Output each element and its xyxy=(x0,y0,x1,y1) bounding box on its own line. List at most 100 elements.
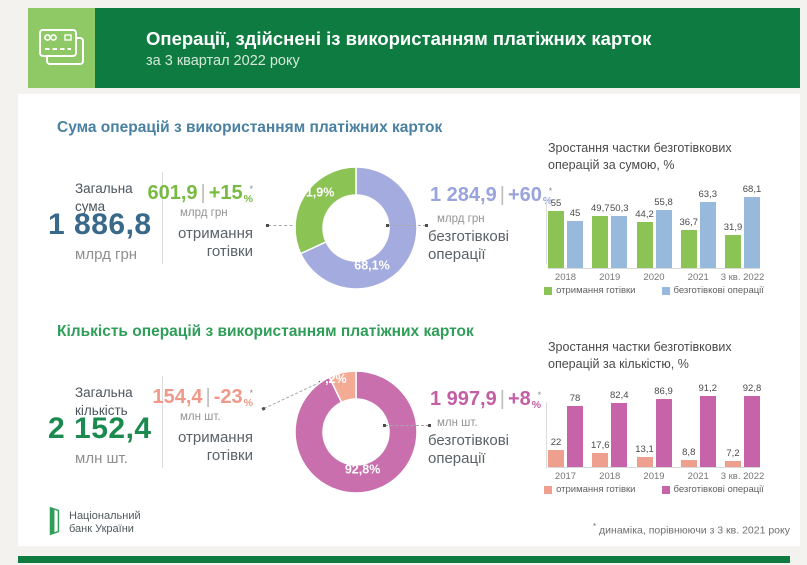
bar xyxy=(680,460,697,467)
x-axis-label: 3 кв. 2022 xyxy=(720,471,765,482)
bar xyxy=(636,222,653,268)
donut-chart-sum: 68,1% 31,9% xyxy=(294,166,418,290)
x-axis-label: 2021 xyxy=(687,471,709,482)
chart-plot: 22 78 2017 17,6 82,4 2018 13,1 86,9 2019 8,8 91,2 2… xyxy=(548,383,764,482)
percent-sign: % xyxy=(243,397,253,409)
count-cashless-value: 1 997,9 xyxy=(430,388,497,410)
count-total-unit: млн шт. xyxy=(75,450,128,467)
bar-value-label: 50,3 xyxy=(610,203,629,214)
bar-value-label: 7,2 xyxy=(726,448,740,459)
sum-cash-delta: +15 xyxy=(208,182,243,204)
bar-value-label: 8,8 xyxy=(682,447,696,458)
count-cashless-unit: млн шт. xyxy=(437,417,478,429)
bar-group: 36,7 63,3 2021 xyxy=(680,184,718,283)
count-cashless-stat: 1 997,9 | +8 *% xyxy=(430,388,541,411)
bar-value-label: 82,4 xyxy=(610,390,629,401)
bar-wrap: 55 xyxy=(548,184,564,268)
x-axis-label: 2019 xyxy=(643,471,665,482)
legend-label: безготівкові операції xyxy=(673,484,764,495)
footnote-text: динаміка, порівнюючи з 3 кв. 2021 року xyxy=(599,524,790,537)
bar xyxy=(725,461,741,467)
count-total-label: Загальна кількість xyxy=(75,385,133,418)
asterisk-mark: * xyxy=(548,186,553,196)
bar xyxy=(611,403,628,467)
legend-swatch-icon xyxy=(661,485,670,494)
sum-cashless-unit: млрд грн xyxy=(437,213,485,225)
bar xyxy=(548,450,564,467)
section-sum-title: Сума операцій з використанням платіжних … xyxy=(57,118,443,136)
bar-group: 55 45 2018 xyxy=(548,184,583,283)
bar xyxy=(725,235,741,268)
bar-value-label: 86,9 xyxy=(654,386,673,397)
header-title-bar: Операції, здійснені із використанням пла… xyxy=(95,8,800,88)
nbu-name-line1: Національний xyxy=(69,510,141,522)
bar-group: 17,6 82,4 2018 xyxy=(591,383,629,482)
percent-sign: % xyxy=(531,399,542,411)
sum-cashless-delta: +60 xyxy=(507,184,542,206)
leader-line xyxy=(383,424,431,427)
x-axis-label: 2020 xyxy=(643,272,665,283)
bar-group: 49,7 50,3 2019 xyxy=(591,184,629,283)
sum-cash-value: 601,9 xyxy=(147,182,198,204)
bar-wrap: 22 xyxy=(548,383,564,467)
bar-value-label: 55,8 xyxy=(654,197,673,208)
bar-value-label: 68,1 xyxy=(742,184,762,195)
sum-total-unit: млрд грн xyxy=(75,246,138,263)
sum-cash-stat: 601,9 | +15 *% xyxy=(128,182,253,205)
bar-value-label: 17,6 xyxy=(591,440,610,451)
donut-slice xyxy=(294,166,357,255)
count-cash-delta: -23 xyxy=(213,386,243,408)
bar-value-label: 13,1 xyxy=(635,444,654,455)
bar-wrap: 45 xyxy=(567,184,583,268)
bottom-accent-bar xyxy=(18,556,790,563)
sum-total-label: Загальна сума xyxy=(75,181,133,214)
asterisk-mark: * xyxy=(249,184,253,194)
bar-wrap: 82,4 xyxy=(610,383,629,467)
count-cash-label: отримання готівки xyxy=(178,429,253,464)
bar-wrap: 68,1 xyxy=(742,184,762,268)
sum-total-value: 1 886,8 xyxy=(48,208,152,241)
count-cash-value: 154,4 xyxy=(152,386,203,408)
bar-wrap: 36,7 xyxy=(680,184,698,268)
bar-wrap: 63,3 xyxy=(699,184,717,268)
bar-chart-sum: Зростання частки безготівкових операцій … xyxy=(544,140,765,296)
chart-legend: отримання готівки безготівкові операції xyxy=(544,285,764,296)
bar xyxy=(744,197,760,268)
bar-value-label: 44,2 xyxy=(635,209,654,220)
chart-legend: отримання готівки безготівкові операції xyxy=(544,484,764,495)
divider xyxy=(162,376,163,468)
bar xyxy=(611,216,628,268)
legend-label: безготівкові операції xyxy=(673,285,764,296)
x-axis-label: 2018 xyxy=(599,471,621,482)
legend-label: отримання готівки xyxy=(556,484,636,495)
bar xyxy=(655,210,672,268)
legend-swatch-icon xyxy=(544,286,553,295)
donut-slice-label: 31,9% xyxy=(299,186,334,200)
bar xyxy=(567,221,583,268)
bar xyxy=(744,396,760,467)
nbu-name-line2: банк України xyxy=(69,523,134,535)
asterisk-mark: * xyxy=(537,390,542,400)
percent-sign: % xyxy=(243,193,253,205)
x-axis-label: 2019 xyxy=(599,272,621,283)
separator: | xyxy=(200,182,206,204)
count-cashless-label: безготівкові операції xyxy=(428,432,510,467)
bar-value-label: 45 xyxy=(569,208,581,219)
divider xyxy=(546,402,547,468)
legend-swatch-icon xyxy=(661,286,670,295)
bar-value-label: 92,8 xyxy=(742,383,762,394)
bar xyxy=(680,230,697,268)
legend-item: безготівкові операції xyxy=(661,285,764,296)
separator: | xyxy=(205,386,211,408)
sum-cashless-stat: 1 284,9 | +60 *% xyxy=(430,184,552,207)
donut-chart-count: 92,8% 7,2% xyxy=(294,370,418,494)
section-count-title: Кількість операцій з використанням платі… xyxy=(57,322,474,340)
bar xyxy=(699,396,716,467)
bar-group: 31,9 68,1 3 кв. 2022 xyxy=(721,184,765,283)
bar xyxy=(699,202,716,268)
bar xyxy=(548,211,564,268)
bar-wrap: 50,3 xyxy=(610,184,629,268)
header-banner: Операції, здійснені із використанням пла… xyxy=(28,8,800,88)
legend-label: отримання готівки xyxy=(556,285,636,296)
